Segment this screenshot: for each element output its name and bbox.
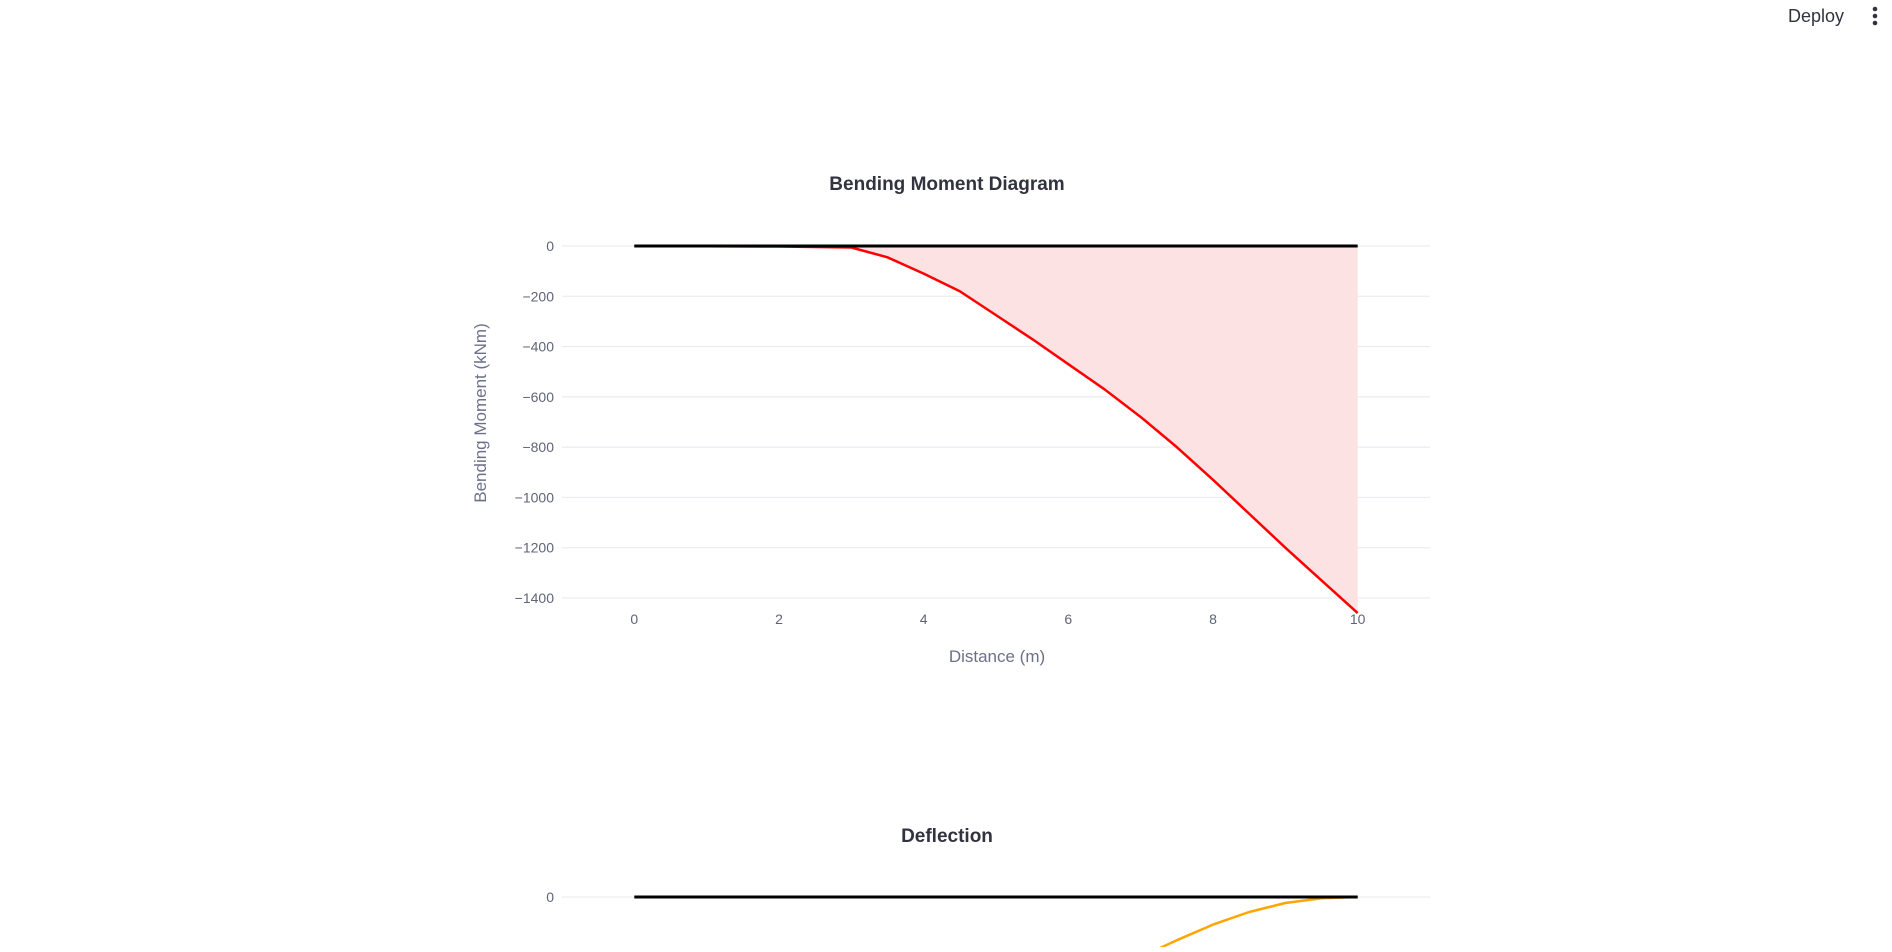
y-tick-label: −1000 <box>515 489 555 505</box>
chart-title: Bending Moment Diagram <box>829 174 1064 195</box>
deflection-series-line <box>1148 895 1358 952</box>
x-tick-label: 4 <box>920 611 928 627</box>
x-tick-label: 6 <box>1064 611 1072 627</box>
y-tick-label: 0 <box>546 889 554 905</box>
x-tick-label: 2 <box>775 611 783 627</box>
y-tick-label: −200 <box>522 288 554 304</box>
moment-area-fill <box>634 246 1358 614</box>
y-axis-title: Bending Moment (kNm) <box>471 323 490 503</box>
y-tick-label: −800 <box>522 439 554 455</box>
bending-moment-svg[interactable]: Bending Moment Diagram 0 −200 −400 −600 −800… <box>0 160 1892 720</box>
chart-title: Deflection <box>901 826 993 847</box>
deflection-svg[interactable]: Deflection 0 <box>0 812 1892 952</box>
deploy-button[interactable]: Deploy <box>1774 2 1858 31</box>
x-axis-title: Distance (m) <box>949 647 1045 666</box>
app-toolbar: Deploy <box>1774 0 1892 32</box>
y-tick-label: −600 <box>522 389 554 405</box>
y-tick-label: −400 <box>522 339 554 355</box>
x-tick-label: 0 <box>630 611 638 627</box>
main-menu-button[interactable] <box>1864 1 1886 31</box>
y-tick-label: 0 <box>546 238 554 254</box>
x-tick-label: 8 <box>1209 611 1217 627</box>
deflection-chart: Deflection 0 <box>0 812 1892 952</box>
y-tick-label: −1200 <box>515 540 555 556</box>
x-tick-label: 10 <box>1350 611 1366 627</box>
bending-moment-chart: Bending Moment Diagram 0 −200 −400 −600 −800… <box>0 160 1892 720</box>
vertical-ellipsis-icon <box>1872 6 1878 26</box>
y-tick-label: −1400 <box>515 590 555 606</box>
